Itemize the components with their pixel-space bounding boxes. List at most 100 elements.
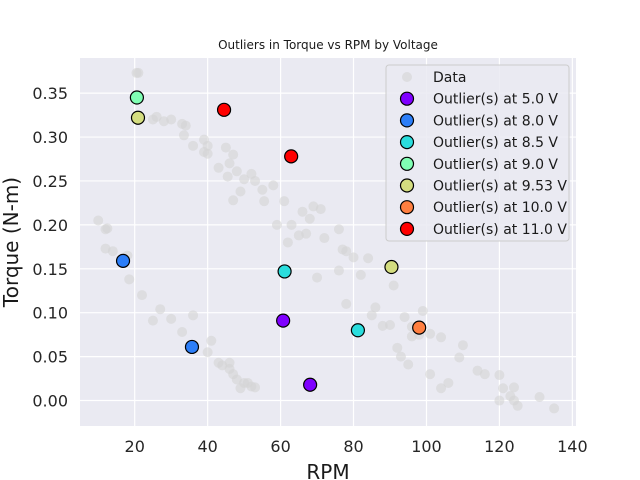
outlier-point (130, 110, 146, 125)
data-point (124, 274, 135, 285)
data-point (286, 219, 297, 230)
data-point (494, 370, 505, 381)
data-point (224, 357, 235, 368)
data-point (315, 204, 326, 215)
data-point (282, 237, 293, 248)
data-point (271, 219, 282, 230)
data-point (395, 351, 406, 362)
data-point (498, 383, 509, 394)
data-point (224, 158, 235, 169)
legend-marker (399, 91, 415, 106)
outlier-point (412, 320, 427, 335)
grid-lines (80, 58, 576, 426)
chart-title: Outliers in Torque vs RPM by Voltage (218, 38, 438, 52)
y-tick-label: 0.20 (32, 216, 68, 235)
x-tick-label: 20 (125, 437, 145, 456)
x-tick-label: 140 (557, 437, 588, 456)
data-point (107, 246, 118, 257)
data-point (93, 215, 104, 226)
data-point (151, 111, 162, 122)
outlier-point (303, 377, 318, 392)
data-point (333, 265, 344, 276)
data-point (399, 312, 410, 323)
legend-label: Outlier(s) at 10.0 V (433, 200, 567, 216)
data-point (177, 327, 188, 338)
data-point (494, 395, 505, 406)
data-point (534, 392, 545, 403)
outlier-points (115, 90, 427, 392)
outlier-point (216, 102, 232, 117)
data-point (312, 272, 323, 283)
data-point (188, 140, 199, 151)
y-tick-labels: 0.00 0.05 0.10 0.15 0.20 0.25 0.30 0.35 (32, 84, 68, 410)
y-tick-label: 0.00 (32, 392, 68, 411)
data-point (202, 148, 213, 159)
data-point (213, 162, 224, 173)
outlier-point (115, 253, 131, 268)
legend-label: Outlier(s) at 8.5 V (433, 135, 558, 151)
outlier-point (277, 264, 292, 279)
data-point (188, 310, 199, 321)
data-point (301, 228, 312, 239)
legend-marker (399, 156, 415, 171)
legend-label: Outlier(s) at 5.0 V (433, 92, 558, 108)
outlier-point (350, 323, 366, 338)
data-point (235, 186, 246, 197)
data-point (268, 180, 279, 191)
data-point (178, 130, 189, 141)
data-point (102, 223, 113, 234)
y-tick-label: 0.10 (32, 304, 68, 323)
data-point (228, 195, 239, 206)
y-tick-label: 0.30 (32, 128, 68, 147)
data-point (206, 335, 217, 346)
legend-label: Data (433, 70, 466, 86)
data-point (436, 383, 447, 394)
x-tick-label: 100 (411, 437, 442, 456)
outlier-point (284, 149, 299, 164)
data-point (370, 302, 381, 313)
data-point (147, 315, 158, 326)
data-point (479, 369, 490, 380)
data-point (222, 171, 233, 182)
data-point (341, 246, 352, 257)
data-point (341, 298, 352, 309)
x-tick-labels: 20 40 60 80 100 120 140 (125, 437, 588, 456)
data-point (137, 290, 147, 301)
data-point (304, 213, 315, 224)
data-point (155, 304, 166, 315)
legend-marker (399, 135, 415, 150)
legend-marker (399, 221, 415, 236)
legend-label: Outlier(s) at 9.0 V (433, 157, 558, 173)
data-point (425, 369, 436, 380)
legend-marker (399, 113, 415, 128)
y-axis-label: Torque (N-m) (0, 177, 23, 308)
data-point (297, 206, 308, 217)
data-point (228, 149, 239, 160)
data-point (509, 382, 519, 393)
data-point (457, 340, 468, 351)
legend-box (385, 64, 570, 242)
data-point (279, 196, 290, 207)
outlier-point (129, 90, 144, 105)
data-point (259, 196, 270, 207)
data-point (425, 328, 436, 339)
data-point (392, 342, 403, 353)
data-point (403, 359, 414, 370)
data-point (443, 377, 454, 388)
data-point (166, 114, 177, 125)
x-tick-label: 60 (270, 437, 290, 456)
x-tick-label: 80 (343, 437, 363, 456)
data-point (333, 224, 344, 235)
data-point (549, 403, 560, 414)
x-tick-label: 40 (197, 437, 217, 456)
y-tick-label: 0.05 (32, 348, 68, 367)
legend-label: Outlier(s) at 8.0 V (433, 113, 558, 129)
outlier-point (184, 339, 200, 355)
data-point (363, 253, 374, 264)
data-point (250, 382, 261, 393)
legend-marker (402, 72, 412, 82)
data-point (220, 142, 231, 153)
x-tick-label: 120 (484, 437, 515, 456)
data-point (239, 174, 250, 185)
